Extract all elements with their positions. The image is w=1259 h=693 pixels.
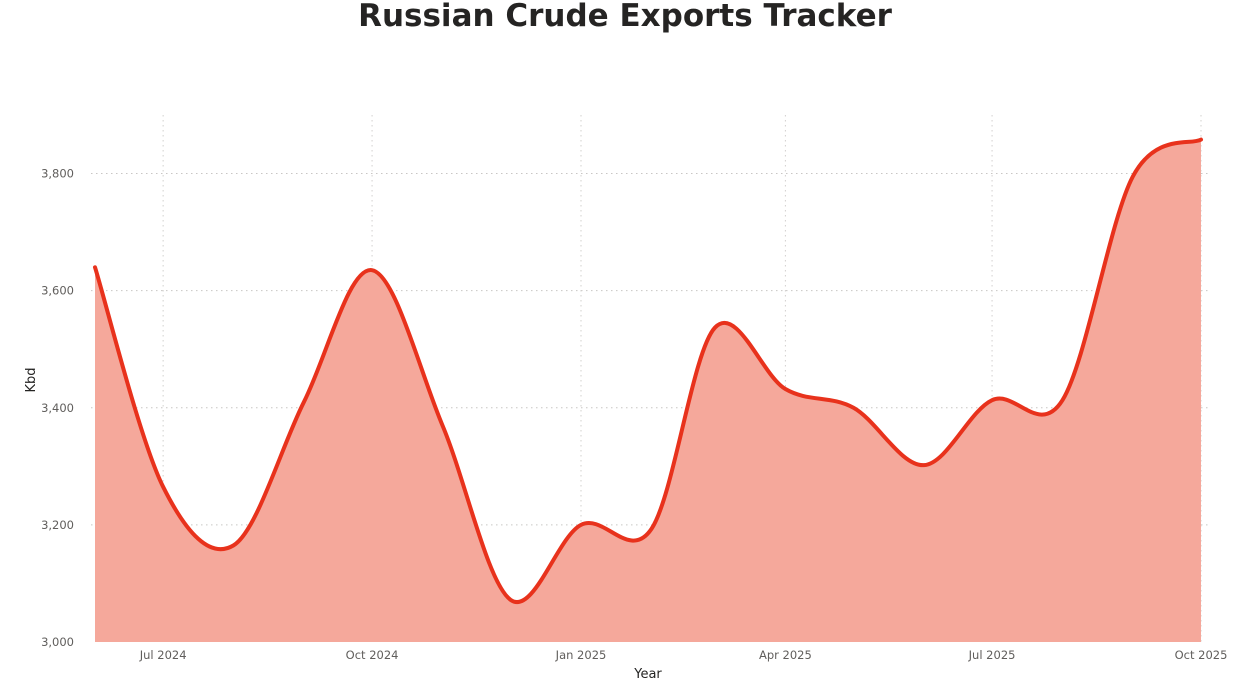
y-tick-label: 3,200 (41, 518, 74, 532)
x-tick-label: Jan 2025 (555, 648, 607, 662)
x-tick-label: Jul 2025 (968, 648, 1016, 662)
x-axis: Jul 2024 Oct 2024 Jan 2025 Apr 2025 Jul 2025… (139, 648, 1228, 662)
area-fill-layer (95, 139, 1201, 643)
chart-title: Russian Crude Exports Tracker (358, 0, 892, 34)
x-tick-label: Jul 2024 (139, 648, 187, 662)
y-tick-label: 3,400 (41, 401, 74, 415)
x-axis-title: Year (633, 667, 662, 682)
y-tick-label: 3,800 (41, 167, 74, 181)
series-line-layer (93, 137, 1203, 605)
y-axis: 3,000 3,200 3,400 3,600 3,800 (41, 167, 74, 649)
y-tick-label: 3,600 (41, 284, 74, 298)
area-fill (95, 139, 1201, 643)
y-axis-title: Kbd (24, 367, 39, 392)
x-tick-label: Oct 2024 (346, 648, 399, 662)
series-line (93, 137, 1203, 605)
y-tick-label: 3,000 (41, 635, 74, 649)
x-tick-label: Apr 2025 (759, 648, 812, 662)
x-tick-label: Oct 2025 (1175, 648, 1228, 662)
